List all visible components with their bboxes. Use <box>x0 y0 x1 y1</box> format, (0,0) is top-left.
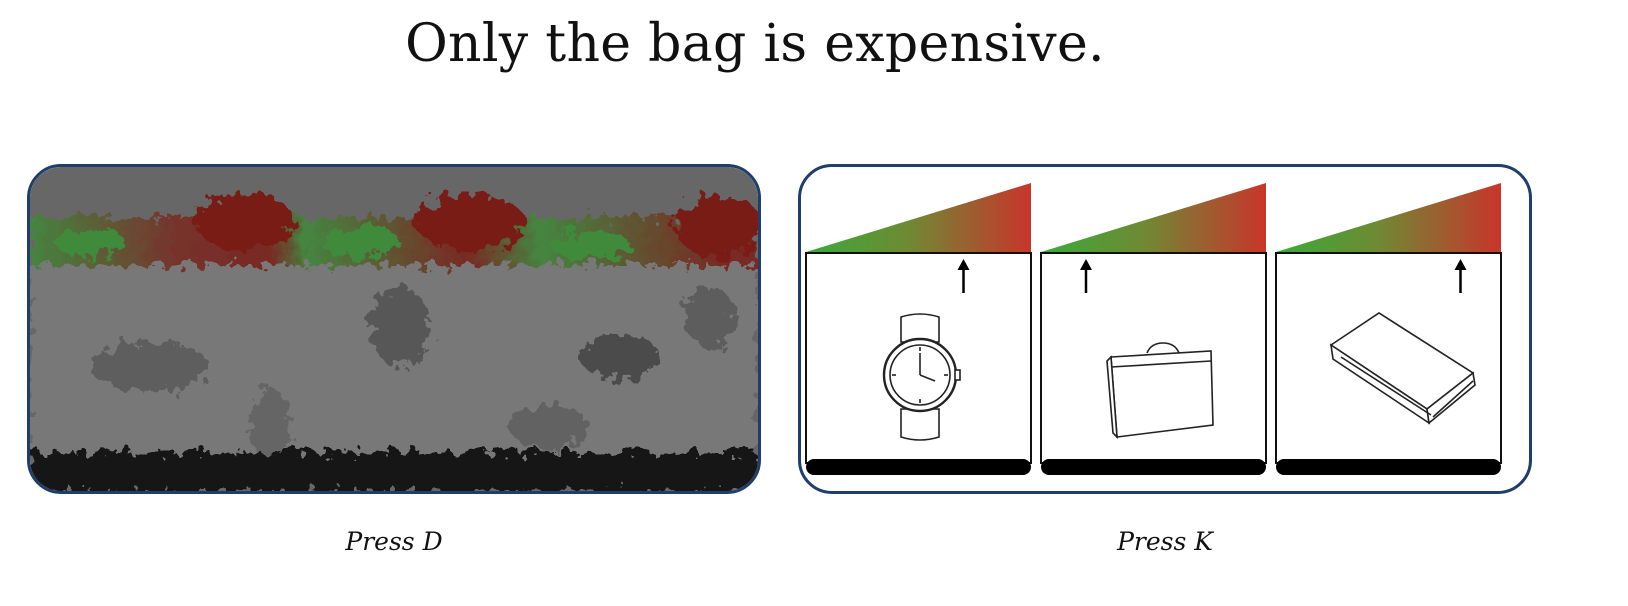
wristwatch-icon <box>882 313 961 441</box>
price-arrow-book <box>1454 259 1467 293</box>
scrambled-image-panel[interactable] <box>27 164 761 494</box>
press-d-caption: Press D <box>345 527 443 556</box>
items-panel[interactable] <box>798 164 1532 494</box>
price-arrow-watch <box>957 259 970 293</box>
book-icon <box>1329 312 1476 425</box>
price-scale-briefcase <box>1041 183 1266 252</box>
briefcase-icon <box>1106 342 1214 440</box>
items-drawing <box>805 183 1502 475</box>
price-arrow-briefcase <box>1080 259 1092 293</box>
press-k-caption: Press K <box>1117 527 1213 556</box>
price-scale-book <box>1276 183 1501 252</box>
price-arrow-head <box>1454 259 1467 270</box>
scrambled-noise-image <box>30 167 758 491</box>
price-arrow-head <box>957 259 970 270</box>
item-book <box>1275 183 1502 475</box>
price-arrow-head <box>1080 259 1092 270</box>
target-sentence: Only the bag is expensive. <box>405 14 1105 74</box>
price-scale-watch <box>806 183 1031 252</box>
item-watch <box>805 183 1032 475</box>
item-briefcase <box>1040 183 1267 475</box>
